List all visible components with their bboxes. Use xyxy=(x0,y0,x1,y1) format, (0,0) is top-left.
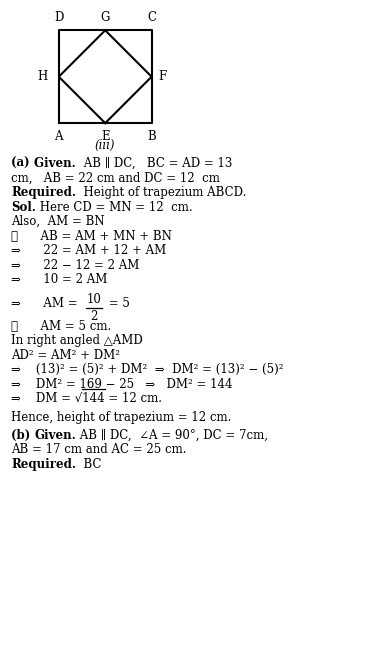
Text: Required.: Required. xyxy=(11,458,76,471)
Text: ∴      AB = AM + MN + BN: ∴ AB = AM + MN + BN xyxy=(11,229,172,243)
Text: ⇒    DM = √144 = 12 cm.: ⇒ DM = √144 = 12 cm. xyxy=(11,392,162,405)
Text: AB ∥ DC,  ∠A = 90°, DC = 7cm,: AB ∥ DC, ∠A = 90°, DC = 7cm, xyxy=(76,429,268,442)
Text: In right angled △AMD: In right angled △AMD xyxy=(11,334,143,347)
Text: Height of trapezium ABCD.: Height of trapezium ABCD. xyxy=(76,186,246,199)
Text: E: E xyxy=(101,130,109,142)
Text: A: A xyxy=(55,130,63,142)
Text: (a): (a) xyxy=(11,158,34,170)
Text: (b): (b) xyxy=(11,429,34,442)
Text: = 5: = 5 xyxy=(105,297,130,310)
Text: AD² = AM² + DM²: AD² = AM² + DM² xyxy=(11,349,120,362)
Text: F: F xyxy=(158,71,167,83)
Text: BC: BC xyxy=(76,458,101,471)
Text: Hence, height of trapezium = 12 cm.: Hence, height of trapezium = 12 cm. xyxy=(11,411,231,424)
Text: ⇒    DM² = 169 − 25   ⇒   DM² = 144: ⇒ DM² = 169 − 25 ⇒ DM² = 144 xyxy=(11,378,232,391)
Text: ∴      AM = 5 cm.: ∴ AM = 5 cm. xyxy=(11,320,111,333)
Text: C: C xyxy=(147,11,156,24)
Text: Given.: Given. xyxy=(34,429,76,442)
Text: Also,  AM = BN: Also, AM = BN xyxy=(11,215,105,228)
Text: Given.: Given. xyxy=(34,158,80,170)
Text: AB = 17 cm and AC = 25 cm.: AB = 17 cm and AC = 25 cm. xyxy=(11,444,187,456)
Text: ⇒    (13)² = (5)² + DM²  ⇒  DM² = (13)² − (5)²: ⇒ (13)² = (5)² + DM² ⇒ DM² = (13)² − (5)… xyxy=(11,363,284,376)
Text: cm,   AB = 22 cm and DC = 12  cm: cm, AB = 22 cm and DC = 12 cm xyxy=(11,172,220,185)
Text: Sol.: Sol. xyxy=(11,200,36,214)
Text: ⇒      10 = 2 AM: ⇒ 10 = 2 AM xyxy=(11,273,107,286)
Text: ⇒      22 − 12 = 2 AM: ⇒ 22 − 12 = 2 AM xyxy=(11,258,139,272)
Text: (iii): (iii) xyxy=(95,139,115,152)
Text: H: H xyxy=(37,71,48,83)
Text: B: B xyxy=(147,130,156,142)
Text: Required.: Required. xyxy=(11,186,76,199)
Text: 10: 10 xyxy=(87,293,102,306)
Text: ⇒      AM =: ⇒ AM = xyxy=(11,297,81,310)
Text: ⇒      22 = AM + 12 + AM: ⇒ 22 = AM + 12 + AM xyxy=(11,244,166,257)
Text: 2: 2 xyxy=(90,310,98,324)
Text: D: D xyxy=(54,11,63,24)
Text: G: G xyxy=(101,11,110,24)
Text: AB ∥ DC,   BC = AD = 13: AB ∥ DC, BC = AD = 13 xyxy=(80,158,232,170)
Text: Here CD = MN = 12  cm.: Here CD = MN = 12 cm. xyxy=(36,200,193,214)
